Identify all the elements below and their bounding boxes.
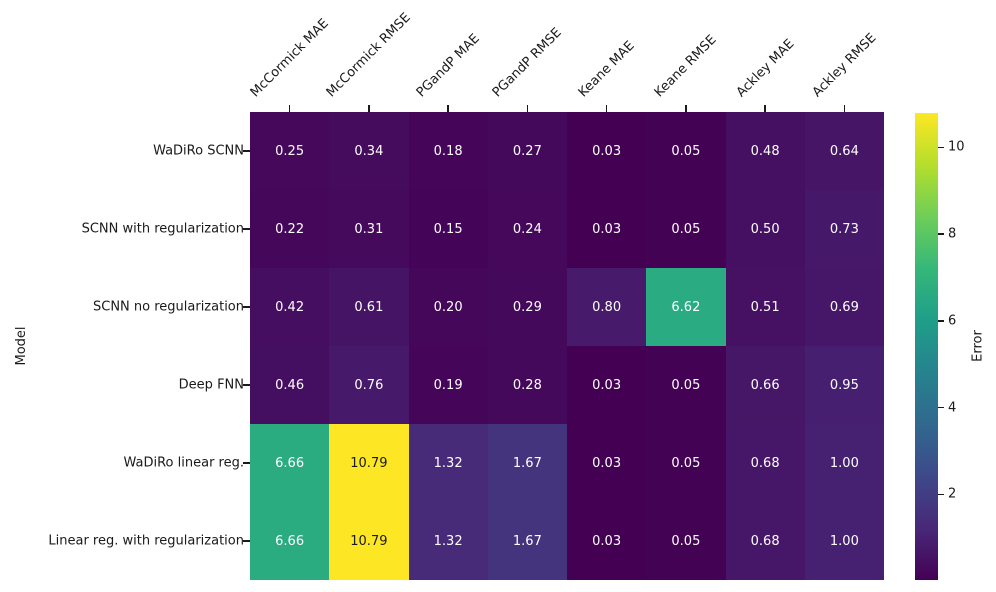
heatmap-cell: 0.03	[567, 502, 647, 580]
x-tick	[526, 105, 529, 112]
row-label: SCNN with regularization	[81, 221, 244, 237]
heatmap-cell: 0.03	[567, 112, 647, 190]
row-label: SCNN no regularization	[92, 299, 244, 315]
colorbar-tick-label: 8	[948, 226, 957, 242]
heatmap-cell: 0.03	[567, 424, 647, 502]
heatmap-cell: 0.34	[329, 112, 409, 190]
y-tick	[243, 306, 250, 308]
colorbar-tick-label: 6	[948, 313, 957, 329]
heatmap-cell: 1.67	[487, 502, 567, 580]
x-tick	[288, 105, 291, 112]
heatmap-cell: 0.69	[804, 268, 884, 346]
heatmap-cell: 0.05	[646, 502, 726, 580]
y-tick	[243, 150, 250, 152]
heatmap-cell: 0.15	[408, 190, 488, 268]
colorbar-title: Error	[970, 330, 986, 362]
heatmap-cell: 0.76	[329, 346, 409, 424]
heatmap-cell: 6.66	[250, 502, 330, 580]
heatmap-cell: 0.22	[250, 190, 330, 268]
row-label: WaDiRo linear reg.	[123, 455, 245, 471]
colorbar-tick-label: 10	[948, 139, 965, 155]
heatmap-cell: 0.18	[408, 112, 488, 190]
heatmap-cell: 0.05	[646, 346, 726, 424]
heatmap-cell: 1.67	[487, 424, 567, 502]
x-tick	[843, 105, 846, 112]
heatmap-cell: 0.28	[487, 346, 567, 424]
heatmap-cell: 1.00	[804, 424, 884, 502]
row-label: Deep FNN	[178, 377, 244, 393]
heatmap-cell: 0.48	[725, 112, 805, 190]
y-tick	[243, 384, 250, 386]
heatmap-cell: 0.05	[646, 190, 726, 268]
x-tick	[368, 105, 370, 112]
heatmap-cell: 0.95	[804, 346, 884, 424]
heatmap-cell: 0.51	[725, 268, 805, 346]
colorbar-tick	[938, 146, 944, 148]
x-tick	[447, 105, 449, 112]
heatmap-cell: 0.80	[567, 268, 647, 346]
heatmap-cell: 0.42	[250, 268, 330, 346]
heatmap-cell: 6.62	[646, 268, 726, 346]
heatmap-cell: 0.29	[487, 268, 567, 346]
column-label: Ackley RMSE	[809, 30, 880, 101]
heatmap-cell: 0.03	[567, 190, 647, 268]
y-tick	[243, 540, 250, 542]
x-tick	[764, 105, 766, 112]
heatmap-cell: 6.66	[250, 424, 330, 502]
colorbar-tick	[938, 233, 944, 235]
heatmap-cell: 0.64	[804, 112, 884, 190]
colorbar-tick	[938, 406, 944, 409]
heatmap-cell: 0.27	[487, 112, 567, 190]
y-tick	[243, 228, 250, 230]
heatmap-cell: 0.73	[804, 190, 884, 268]
heatmap-cell: 0.05	[646, 424, 726, 502]
heatmap-cell: 0.46	[250, 346, 330, 424]
heatmap-cell: 0.19	[408, 346, 488, 424]
heatmap-cell: 0.68	[725, 424, 805, 502]
heatmap-cell: 0.05	[646, 112, 726, 190]
colorbar-tick	[938, 320, 944, 322]
heatmap-cell: 0.24	[487, 190, 567, 268]
heatmap-cell: 0.31	[329, 190, 409, 268]
heatmap-cell: 0.03	[567, 346, 647, 424]
heatmap-cell: 1.32	[408, 424, 488, 502]
heatmap: 0.25 0.34 0.18 0.27 0.03 0.05 0.48 0.64 0.22 0.31…	[250, 112, 884, 580]
column-label: McCormick RMSE	[323, 10, 414, 101]
heatmap-cell: 0.61	[329, 268, 409, 346]
x-tick	[685, 105, 687, 112]
column-label: Keane RMSE	[651, 32, 720, 101]
heatmap-cell: 0.66	[725, 346, 805, 424]
column-label: Ackley MAE	[733, 36, 798, 101]
heatmap-cell: 0.20	[408, 268, 488, 346]
heatmap-cell: 1.00	[804, 502, 884, 580]
column-label: McCormick MAE	[247, 16, 332, 101]
row-label: WaDiRo SCNN	[153, 143, 244, 159]
heatmap-cell: 10.79	[329, 502, 409, 580]
column-label: Keane MAE	[575, 38, 638, 101]
y-tick	[243, 462, 250, 464]
heatmap-cell: 1.32	[408, 502, 488, 580]
row-label: Linear reg. with regularization	[48, 533, 244, 549]
column-label: PGandP RMSE	[489, 25, 565, 101]
x-tick	[605, 105, 608, 112]
heatmap-cell: 0.50	[725, 190, 805, 268]
heatmap-cell: 0.25	[250, 112, 330, 190]
colorbar-tick-label: 4	[948, 400, 957, 416]
colorbar-tick-label: 2	[948, 486, 957, 502]
y-axis-title: Model	[14, 326, 30, 366]
colorbar-tick	[938, 493, 944, 496]
column-label: PGandP MAE	[413, 31, 483, 101]
heatmap-cell: 0.68	[725, 502, 805, 580]
colorbar	[915, 113, 938, 580]
heatmap-cell: 10.79	[329, 424, 409, 502]
